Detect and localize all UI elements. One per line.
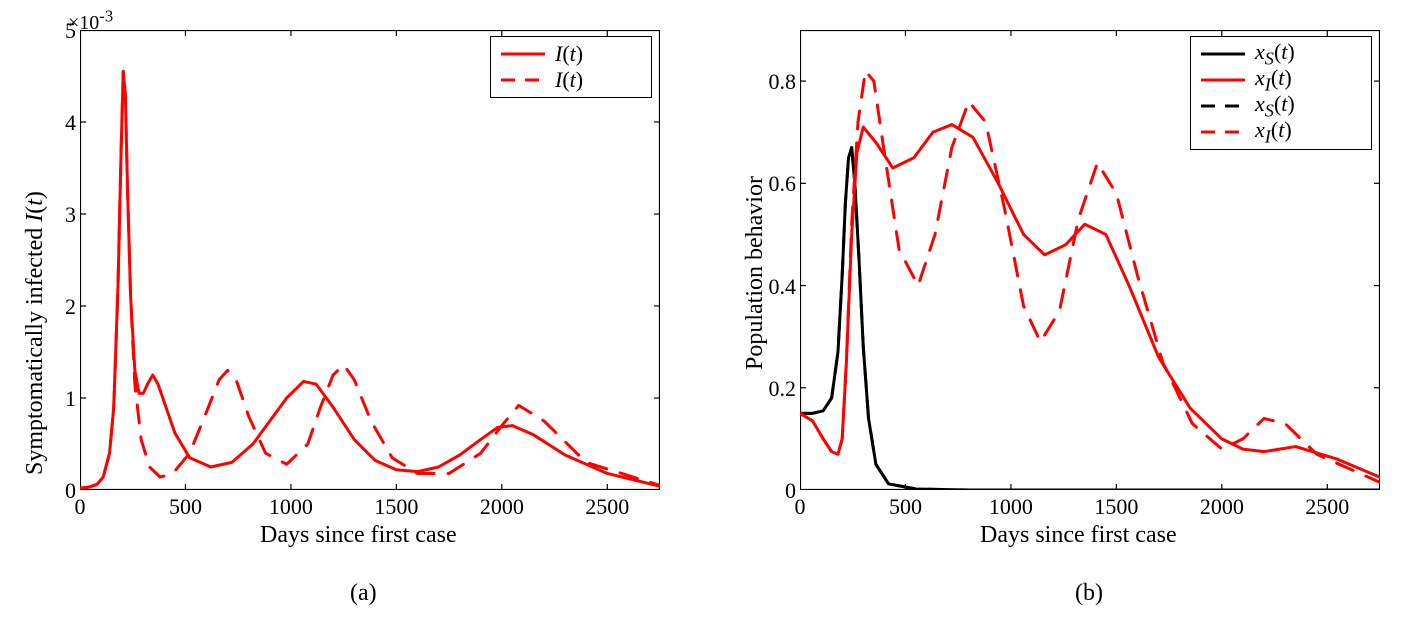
legend-a: I(t)I(t): [490, 36, 652, 98]
legend-swatch: [1199, 70, 1247, 90]
xtick-label: 1500: [1091, 494, 1141, 520]
chart-svg-a: [80, 30, 660, 490]
xtick-label: 1000: [266, 494, 316, 520]
legend-label: I(t): [555, 41, 583, 67]
xtick-label: 2000: [477, 494, 527, 520]
ytick-label: 3: [32, 202, 76, 228]
xtick-label: 500: [880, 494, 930, 520]
legend-swatch: [1199, 44, 1247, 64]
legend-entry: xS(t): [1199, 41, 1363, 67]
sublabel-a: (a): [350, 580, 377, 607]
figure: ×10-3 Symptomatically infected I(t) Days…: [0, 0, 1415, 631]
legend-swatch: [1199, 96, 1247, 116]
ytick-label: 2: [32, 294, 76, 320]
ytick-label: 0.2: [752, 376, 796, 402]
legend-entry: xI(t): [1199, 67, 1363, 93]
sublabel-a-text: (a): [350, 580, 377, 606]
y-axis-label-a: Symptomatically infected I(t): [22, 191, 49, 475]
legend-b: xS(t)xI(t)xS(t)xI(t): [1190, 36, 1372, 150]
plot-area-a: [80, 30, 660, 490]
panel-b: Population behavior Days since first cas…: [720, 0, 1410, 590]
series-I_dashed: [80, 71, 660, 488]
xtick-label: 2000: [1197, 494, 1247, 520]
legend-swatch: [499, 44, 547, 64]
xtick-label: 1500: [371, 494, 421, 520]
legend-swatch: [1199, 122, 1247, 142]
x-axis-label-b: Days since first case: [980, 522, 1177, 549]
series-xS_solid: [800, 148, 1380, 490]
ytick-label: 5: [32, 18, 76, 44]
xtick-label: 500: [160, 494, 210, 520]
sublabel-b-text: (b): [1075, 580, 1103, 606]
ytick-label: 0: [752, 478, 796, 504]
series-xS_dashed: [800, 148, 1380, 490]
xlabel-text-a: Days since first case: [260, 522, 457, 548]
series-I_solid: [80, 71, 660, 488]
xlabel-text-b: Days since first case: [980, 522, 1177, 548]
x-axis-label-a: Days since first case: [260, 522, 457, 549]
ytick-label: 0.4: [752, 274, 796, 300]
ytick-label: 4: [32, 110, 76, 136]
xtick-label: 1000: [986, 494, 1036, 520]
legend-entry: I(t): [499, 67, 643, 93]
legend-label: xI(t): [1255, 117, 1292, 147]
xtick-label: 2500: [582, 494, 632, 520]
ylabel-text-a: Symptomatically infected I(t): [22, 191, 48, 475]
sublabel-b: (b): [1075, 580, 1103, 607]
legend-entry: xS(t): [1199, 93, 1363, 119]
ytick-label: 0.8: [752, 69, 796, 95]
legend-entry: xI(t): [1199, 119, 1363, 145]
panel-a: ×10-3 Symptomatically infected I(t) Days…: [0, 0, 700, 590]
ytick-label: 0: [32, 478, 76, 504]
xtick-label: 2500: [1302, 494, 1352, 520]
legend-label: I(t): [555, 67, 583, 93]
legend-entry: I(t): [499, 41, 643, 67]
ytick-label: 1: [32, 386, 76, 412]
ytick-label: 0.6: [752, 171, 796, 197]
legend-swatch: [499, 70, 547, 90]
